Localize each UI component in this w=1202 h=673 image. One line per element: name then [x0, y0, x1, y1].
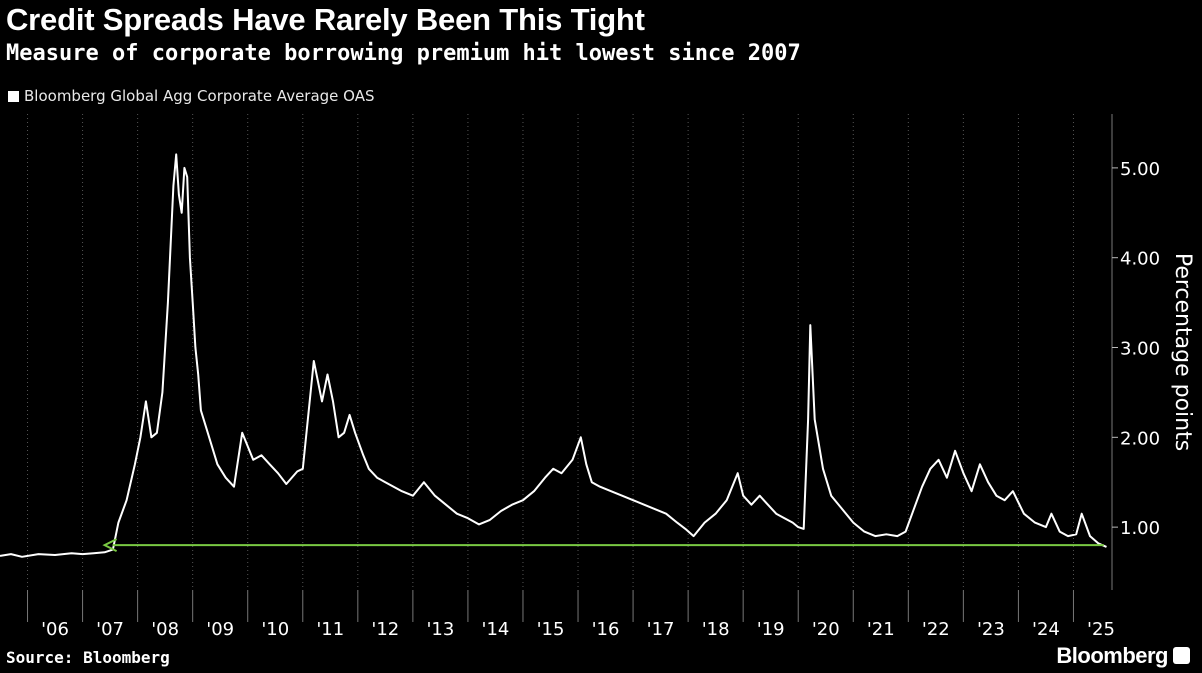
y-tick-label: 3.00	[1120, 339, 1160, 360]
series-line	[0, 153, 1107, 558]
chart-title: Credit Spreads Have Rarely Been This Tig…	[6, 2, 645, 37]
x-tick-label: '21	[867, 619, 895, 640]
x-tick-label: '07	[96, 619, 124, 640]
x-tick-label: '23	[977, 619, 1005, 640]
legend-swatch-icon	[8, 90, 19, 102]
x-tick-label: '09	[206, 619, 234, 640]
y-tick-label: 2.00	[1120, 428, 1160, 449]
y-tick-label: 5.00	[1120, 159, 1160, 180]
x-tick-label: '06	[41, 619, 69, 640]
source-note: Source: Bloomberg	[6, 648, 170, 667]
x-tick-label: '22	[922, 619, 950, 640]
legend-label: Bloomberg Global Agg Corporate Average O…	[24, 87, 375, 105]
x-tick-label: '11	[316, 619, 344, 640]
bloomberg-mark-icon	[1173, 647, 1190, 664]
x-tick-label: '12	[371, 619, 399, 640]
bloomberg-logo: Bloomberg	[1056, 643, 1168, 668]
chart-subtitle: Measure of corporate borrowing premium h…	[6, 41, 801, 66]
x-tick-label: '25	[1087, 619, 1115, 640]
x-tick-label: '19	[757, 619, 785, 640]
x-tick-label: '20	[812, 619, 840, 640]
y-tick-label: 4.00	[1120, 249, 1160, 270]
axes: '06 '07 '08 '09 '10 '11 '12 '13 '14 '15 '16 '17 '18 '…	[27, 114, 1195, 640]
y-tick-label: 1.00	[1120, 518, 1160, 539]
x-tick-label: '13	[426, 619, 454, 640]
x-tick-label: '18	[702, 619, 730, 640]
annotations	[102, 538, 1104, 552]
x-tick-label: '10	[261, 619, 289, 640]
chart-legend: Bloomberg Global Agg Corporate Average O…	[8, 87, 375, 105]
x-tick-label: '24	[1032, 619, 1060, 640]
grid-lines	[27, 114, 1074, 590]
x-tick-label: '14	[482, 619, 510, 640]
x-tick-label: '17	[647, 619, 675, 640]
x-tick-label: '08	[151, 619, 179, 640]
series-layer	[0, 153, 1107, 558]
x-tick-label: '15	[537, 619, 565, 640]
annotation-arrowhead-icon	[102, 538, 118, 552]
y-axis-title: Percentage points	[1170, 253, 1195, 451]
x-tick-label: '16	[592, 619, 620, 640]
